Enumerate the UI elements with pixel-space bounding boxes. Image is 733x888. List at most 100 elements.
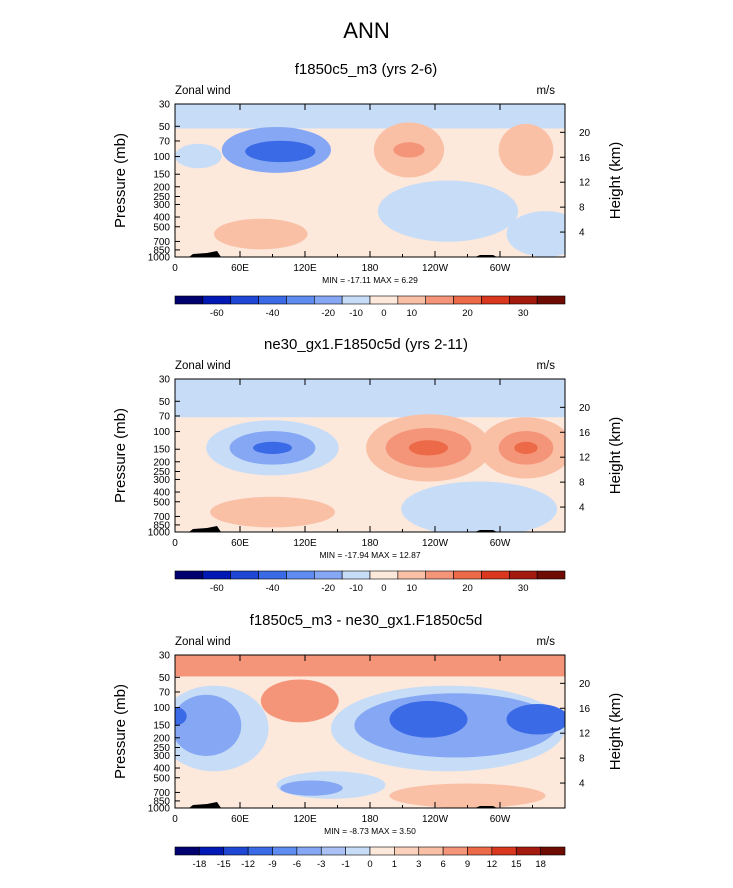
panel-2-colorbar-swatch — [313, 570, 343, 580]
panel-3-ytick-label: 30 — [159, 651, 171, 662]
panel-3-units-label: m/s — [536, 636, 555, 648]
panel-3: f1850c5_m3 - ne30_gx1.F1850c5d Zonal wind… — [0, 605, 733, 885]
panel-1-colorbar-swatch — [481, 295, 510, 305]
panel-2-ytick-label: 850 — [153, 520, 170, 531]
panel-1-ytick-label: 1000 — [148, 253, 171, 264]
panel-3-colorbar-swatch — [223, 846, 249, 856]
panel-3-colorbar-swatch — [394, 846, 420, 856]
panel-3-colorbar-label: 12 — [487, 859, 498, 870]
panel-1-contour-region-7 — [213, 218, 308, 250]
panel-2-colorbar-swatch — [286, 570, 315, 580]
panel-3-height-tick-label: 4 — [579, 779, 585, 790]
panel-1-colorbar-swatch — [453, 295, 482, 305]
panel-1-ytick-label: 850 — [153, 245, 170, 256]
panel-1-stats: MIN = -17.11 MAX = 6.29 — [322, 275, 418, 285]
panel-1-left-label: Zonal wind — [175, 85, 231, 97]
panel-2-contour-region-10 — [210, 496, 335, 528]
panel-2-height-tick-label: 8 — [579, 478, 585, 489]
panel-1-height-tick-label: 4 — [579, 228, 585, 239]
panel-1-height-tick-label: 16 — [579, 153, 591, 164]
panel-2-units-label: m/s — [536, 360, 555, 372]
panel-2-ytick-label: 300 — [153, 475, 170, 486]
panel-3-ytick-label: 200 — [153, 733, 170, 744]
figure-title: ANN — [343, 18, 390, 43]
panel-1: f1850c5_m3 (yrs 2-6) Zonal wind m/s 0 60E 120… — [0, 54, 733, 334]
panel-2-ytick-label: 70 — [159, 411, 171, 422]
panel-3-colorbar-swatch — [272, 846, 298, 856]
panel-2-height-tick-label: 12 — [579, 453, 591, 464]
panel-2: ne30_gx1.F1850c5d (yrs 2-11) Zonal wind m/… — [0, 329, 733, 609]
panel-3-xtick-label: 120W — [422, 814, 449, 825]
panel-3-height-tick-label: 16 — [579, 704, 591, 715]
panel-1-colorbar-swatch — [536, 295, 566, 305]
panel-3-colorbar-label: 6 — [440, 859, 445, 870]
panel-2-ytick-label: 200 — [153, 457, 170, 468]
panel-3-ytick-label: 50 — [159, 673, 171, 684]
panel-3-colorbar-label: 18 — [535, 859, 546, 870]
panel-1-colorbar-label: -40 — [266, 308, 280, 319]
panel-2-ytick-label: 1000 — [148, 528, 171, 539]
panel-1-colorbar-swatch — [369, 295, 399, 305]
panel-3-ylabel-right: Height (km) — [607, 693, 624, 771]
panel-2-contour-region-0 — [175, 379, 565, 418]
panel-1-colorbar-label: 20 — [462, 308, 473, 319]
panel-3-colorbar-label: 15 — [511, 859, 522, 870]
panel-1-contour-region-9 — [506, 211, 565, 257]
panel-2-ytick-label: 500 — [153, 497, 170, 508]
panel-2-height-tick-label: 20 — [579, 403, 591, 414]
panel-2-colorbar-swatch — [453, 570, 482, 580]
panel-2-colorbar-swatch — [369, 570, 399, 580]
panel-1-colorbar-swatch — [230, 295, 259, 305]
panel-2-xtick-label: 120E — [293, 538, 317, 549]
panel-1-colorbar-swatch — [313, 295, 343, 305]
panel-3-ytick-label: 100 — [153, 703, 170, 714]
panel-1-colorbar-swatch — [174, 295, 204, 305]
panel-3-left-label: Zonal wind — [175, 636, 231, 648]
panel-3-colorbar-swatch — [467, 846, 493, 856]
panel-2-colorbar-swatch — [258, 570, 287, 580]
panel-1-contour-region-2 — [245, 140, 316, 163]
panel-2-xtick-label: 60E — [231, 538, 249, 549]
panel-2-colorbar-label: 10 — [406, 583, 417, 594]
panel-2-colorbar-label: 30 — [518, 583, 529, 594]
panel-2-colorbar-label: -40 — [266, 583, 280, 594]
panel-2-colorbar-label: 0 — [381, 583, 386, 594]
panel-1-colorbar-label: 10 — [406, 308, 417, 319]
panel-1-ytick-label: 150 — [153, 170, 170, 181]
panel-2-ytick-label: 150 — [153, 445, 170, 456]
panel-3-colorbar-label: -15 — [217, 859, 231, 870]
panel-3-contour-region-7 — [506, 703, 565, 735]
panel-3-colorbar-swatch — [247, 846, 273, 856]
panel-3-ytick-label: 150 — [153, 721, 170, 732]
panel-1-colorbar-swatch — [286, 295, 315, 305]
panel-3-colorbar-swatch — [515, 846, 541, 856]
panel-1-height-tick-label: 8 — [579, 203, 585, 214]
panel-1-ytick-label: 400 — [153, 213, 170, 224]
panel-3-colorbar-label: 1 — [392, 859, 397, 870]
panel-2-contour-region-6 — [409, 440, 448, 456]
panel-1-ytick-label: 30 — [159, 100, 171, 111]
panel-2-colorbar-swatch — [425, 570, 454, 580]
panel-2-ylabel: Pressure (mb) — [112, 408, 129, 503]
panel-3-colorbar-swatch — [442, 846, 468, 856]
panel-2-colorbar-swatch — [230, 570, 259, 580]
panel-3-colorbar-label: -12 — [241, 859, 255, 870]
panel-2-svg: ne30_gx1.F1850c5d (yrs 2-11) Zonal wind m/… — [112, 336, 624, 594]
panel-2-contour-region-3 — [253, 441, 292, 454]
panel-2-colorbar-swatch — [174, 570, 204, 580]
panel-2-colorbar-label: 20 — [462, 583, 473, 594]
panel-1-ytick-label: 50 — [159, 122, 171, 133]
panel-3-colorbar-swatch — [369, 846, 395, 856]
panel-3-colorbar-swatch — [418, 846, 444, 856]
panel-1-colorbar-label: -20 — [321, 308, 335, 319]
panel-3-ytick-label: 850 — [153, 796, 170, 807]
panel-3-contour-region-6 — [389, 700, 468, 738]
panel-2-height-tick-label: 4 — [579, 503, 585, 514]
panel-3-contours — [175, 655, 565, 808]
panel-2-stats: MIN = -17.94 MAX = 12.87 — [319, 550, 420, 560]
panel-3-xtick-label: 180 — [362, 814, 379, 825]
panel-1-contour-region-6 — [498, 123, 554, 176]
panel-2-ytick-label: 700 — [153, 512, 170, 523]
panel-3-colorbar-swatch — [296, 846, 322, 856]
panel-3-ytick-label: 1000 — [148, 804, 171, 815]
